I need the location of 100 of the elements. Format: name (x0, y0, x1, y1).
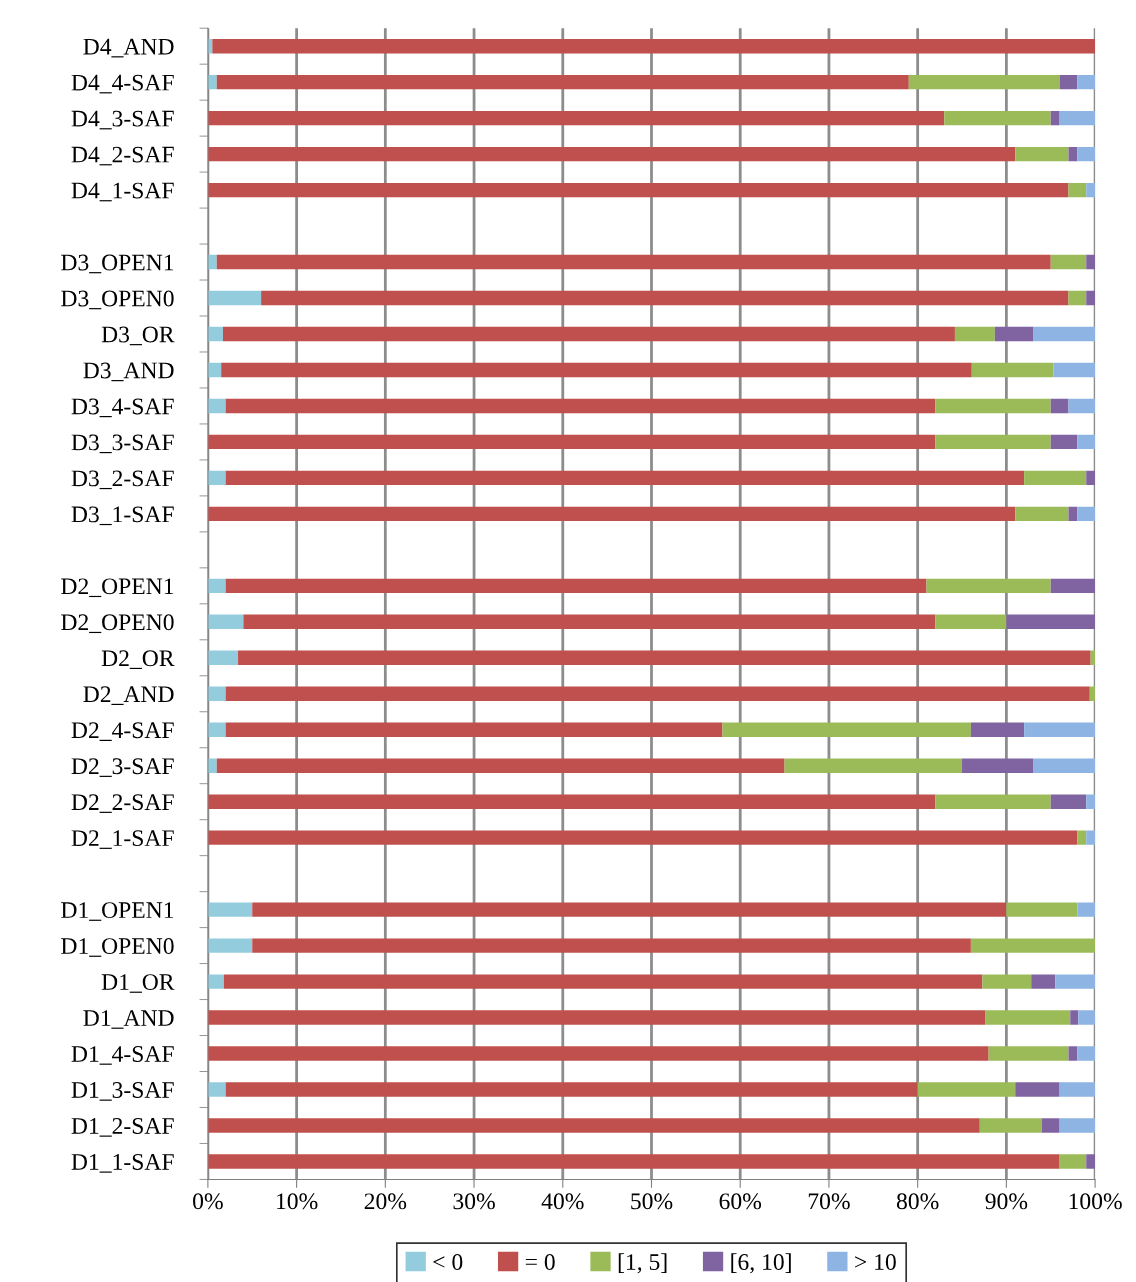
bar (207, 182, 1069, 198)
bar (1015, 146, 1069, 162)
bar (1086, 290, 1096, 306)
bar (1059, 1154, 1087, 1169)
y-tick-label: D2_AND (83, 686, 174, 705)
y-tick-label: D3_3-SAF (71, 434, 174, 454)
bar (970, 938, 1096, 953)
bar (1077, 434, 1096, 450)
bar (935, 614, 1007, 630)
y-tick-label: D4_3-SAF (71, 110, 174, 130)
bar (1086, 182, 1096, 198)
bar (207, 506, 1016, 522)
bar (722, 722, 971, 737)
bar (962, 758, 1033, 773)
bar (207, 722, 226, 737)
x-tick-label: 10% (277, 1193, 318, 1210)
y-tick-label: D2_4-SAF (71, 722, 174, 741)
y-tick-label: D1_OPEN1 (61, 902, 174, 921)
y-tick-label: D4_1-SAF (71, 182, 174, 202)
bar (207, 938, 253, 953)
bar (207, 434, 936, 450)
y-tick-label: D2_2-SAF (71, 794, 174, 813)
bar (908, 74, 1060, 90)
bar (1050, 794, 1087, 809)
bar (222, 326, 955, 342)
bar (1024, 470, 1087, 486)
bar (954, 326, 995, 342)
bar (252, 938, 971, 953)
bar (1059, 1118, 1096, 1133)
bar (988, 1046, 1069, 1061)
bar (207, 686, 226, 701)
y-tick-label: D1_1-SAF (71, 1154, 174, 1173)
bar (1086, 794, 1096, 809)
bar (216, 758, 785, 773)
y-tick-label: D2_OPEN0 (61, 614, 174, 634)
legend-label: [1, 5] (618, 1253, 667, 1274)
bar (207, 326, 223, 342)
bar (207, 974, 224, 989)
bar (1055, 974, 1096, 989)
bar (1015, 506, 1069, 522)
bar (238, 650, 1091, 665)
bar (1059, 74, 1078, 90)
bar (1068, 146, 1078, 162)
bar (207, 1154, 1060, 1169)
bar (970, 722, 1025, 737)
bar (979, 1118, 1042, 1133)
bar (985, 1010, 1071, 1025)
bar (223, 974, 983, 989)
y-tick-label: D3_2-SAF (71, 470, 174, 490)
bar (1041, 1118, 1060, 1133)
bar (935, 434, 1051, 450)
bar (225, 1082, 918, 1097)
bar (1068, 290, 1087, 306)
y-tick-label: D4_4-SAF (71, 74, 174, 94)
bar (1031, 974, 1056, 989)
y-tick-label: D3_1-SAF (71, 506, 174, 526)
x-tick-label: 80% (896, 1193, 939, 1210)
bar (1059, 1082, 1096, 1097)
bar (225, 470, 1025, 486)
bar (1006, 902, 1078, 917)
x-tick-label: 100% (1069, 1193, 1122, 1210)
y-tick-label: D4_2-SAF (71, 146, 174, 166)
y-tick-label: D1_4-SAF (71, 1046, 174, 1065)
x-tick-label: 20% (364, 1193, 407, 1210)
bar (216, 254, 1051, 270)
bar (1050, 578, 1096, 594)
bar (1077, 1046, 1096, 1061)
y-tick-label: D3_OR (101, 326, 175, 346)
bar (207, 146, 1016, 162)
bar (971, 362, 1054, 378)
bar (207, 578, 226, 594)
legend-label: [6, 10] (731, 1253, 791, 1274)
bar (926, 578, 1051, 594)
y-tick-label: D3_OPEN1 (61, 254, 174, 274)
bar (1033, 326, 1096, 342)
bar (1050, 254, 1087, 270)
bar (1006, 614, 1096, 630)
x-tick-label: 50% (631, 1193, 673, 1210)
bar (207, 1010, 986, 1025)
y-tick-label: D1_OR (101, 974, 175, 993)
bar (935, 794, 1051, 809)
bar (252, 902, 1007, 917)
bar (1068, 182, 1087, 198)
bar (207, 290, 262, 306)
bar (1053, 362, 1096, 378)
y-tick-label: D3_4-SAF (71, 398, 174, 418)
bar (1077, 146, 1096, 162)
bar (1068, 1046, 1078, 1061)
y-tick-label: D1_2-SAF (71, 1118, 174, 1137)
y-tick-label: D2_1-SAF (71, 830, 174, 849)
legend-label: < 0 (433, 1254, 463, 1270)
bar (207, 470, 226, 486)
bar (1077, 902, 1096, 917)
bar (225, 578, 927, 594)
bar (207, 110, 945, 126)
bar (207, 398, 226, 414)
bar (1086, 1154, 1096, 1169)
bar (207, 650, 239, 665)
bar (225, 722, 723, 737)
bar (1077, 830, 1087, 845)
